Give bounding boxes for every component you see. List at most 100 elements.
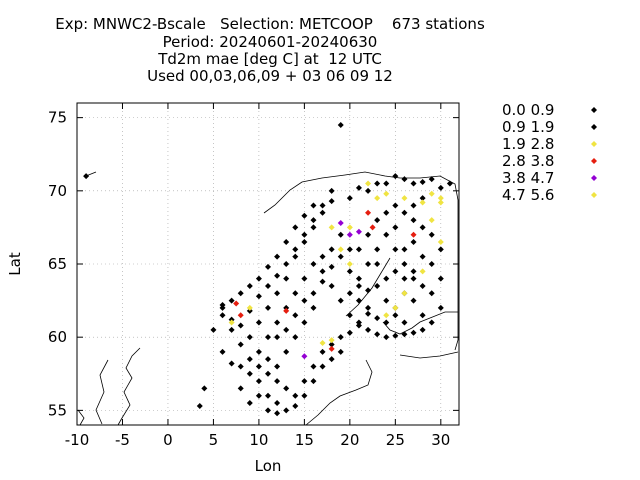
station-point: [301, 297, 308, 304]
x-tick-label: 0: [163, 431, 173, 449]
station-point: [383, 334, 390, 341]
station-point: [437, 246, 444, 253]
station-point: [292, 246, 299, 253]
station-point: [383, 319, 390, 326]
station-point: [255, 293, 262, 300]
station-point: [292, 392, 299, 399]
x-tick-label: 25: [386, 431, 405, 449]
station-point: [437, 304, 444, 311]
station-point: [401, 209, 408, 216]
station-point: [292, 290, 299, 297]
station-point: [392, 312, 399, 319]
station-point: [319, 209, 326, 216]
chart-title-line-3: Td2m mae [deg C] at 12 UTC: [158, 50, 382, 68]
legend-label: 4.7 5.6: [502, 186, 554, 204]
station-point: [274, 363, 281, 370]
legend-marker: [591, 124, 597, 130]
station-point: [274, 290, 281, 297]
station-point: [337, 334, 344, 341]
station-point: [246, 400, 253, 407]
station-point: [265, 356, 271, 363]
station-point: [237, 385, 244, 392]
legend-marker: [591, 141, 597, 147]
station-point: [310, 363, 317, 370]
x-tick-label: 30: [431, 431, 450, 449]
station-point: [283, 326, 290, 333]
station-point: [346, 312, 353, 319]
station-point: [383, 190, 390, 197]
station-point: [392, 268, 399, 275]
station-point: [328, 187, 335, 194]
station-point: [365, 326, 372, 333]
station-point: [346, 290, 353, 297]
station-point: [401, 246, 408, 253]
station-point: [410, 217, 417, 224]
station-point: [219, 301, 226, 308]
station-point: [419, 199, 426, 206]
station-point: [255, 348, 262, 355]
station-point: [346, 329, 353, 336]
station-point: [401, 195, 408, 202]
legend-label: 3.8 4.7: [502, 169, 554, 187]
station-point: [369, 224, 376, 231]
station-point: [328, 337, 335, 344]
station-point: [265, 282, 271, 289]
station-point: [328, 198, 335, 205]
station-point: [365, 231, 372, 238]
station-point: [228, 319, 235, 326]
station-point: [428, 261, 435, 267]
station-point: [237, 290, 244, 297]
station-point: [383, 275, 390, 282]
station-point: [437, 195, 444, 202]
station-point: [437, 239, 444, 246]
station-point: [410, 180, 417, 187]
station-point: [355, 319, 362, 326]
station-point: [265, 407, 271, 414]
station-point: [310, 217, 317, 224]
y-axis-label: Lat: [6, 252, 24, 276]
station-point: [301, 392, 308, 399]
station-point: [355, 275, 362, 282]
station-point: [328, 224, 335, 231]
station-point: [237, 363, 244, 370]
station-point: [392, 332, 399, 339]
station-point: [346, 224, 353, 231]
station-point: [265, 370, 271, 377]
station-point: [228, 297, 235, 304]
station-point: [383, 209, 390, 216]
station-point: [255, 363, 262, 370]
station-point: [392, 173, 399, 180]
station-point: [392, 246, 399, 253]
station-point: [274, 400, 281, 407]
station-point: [428, 290, 435, 297]
station-point: [337, 220, 344, 227]
station-point: [274, 272, 281, 279]
station-point: [246, 370, 253, 377]
station-point: [365, 310, 372, 317]
station-point: [283, 275, 290, 282]
station-point: [410, 275, 417, 282]
legend-marker: [591, 107, 597, 113]
station-point: [428, 217, 435, 224]
station-point: [401, 176, 408, 183]
station-point: [301, 275, 308, 282]
station-point: [310, 290, 317, 297]
station-point: [374, 282, 381, 289]
station-point: [392, 304, 399, 311]
station-point: [410, 268, 417, 275]
station-point: [319, 363, 326, 370]
station-point: [365, 287, 372, 294]
y-tick-label: 65: [48, 255, 67, 273]
station-point: [328, 263, 335, 270]
station-point: [265, 304, 271, 311]
station-point: [337, 297, 344, 304]
station-point: [301, 319, 308, 326]
station-point: [346, 261, 353, 267]
station-point: [292, 224, 299, 231]
station-point: [219, 312, 226, 319]
station-point: [310, 378, 317, 385]
station-point: [419, 253, 426, 260]
chart-title-line-2: Period: 20240601-20240630: [162, 33, 378, 51]
station-point: [374, 331, 381, 338]
